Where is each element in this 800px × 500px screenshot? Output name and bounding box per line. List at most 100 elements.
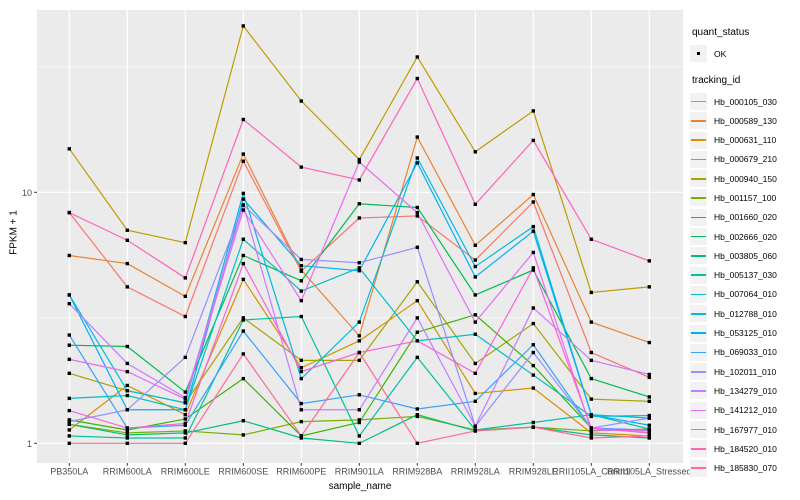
legend-key-swatch [690, 459, 707, 477]
legend-label: Hb_003805_060 [714, 250, 777, 261]
data-point [183, 429, 187, 433]
data-point [241, 433, 245, 437]
data-point [589, 358, 593, 363]
data-point [183, 314, 187, 319]
data-point [299, 279, 303, 283]
legend-label: Hb_000679_210 [714, 154, 777, 165]
data-point [531, 321, 535, 326]
data-point [241, 203, 245, 207]
data-point [415, 413, 419, 417]
data-point [647, 431, 651, 435]
legend-line-icon [691, 255, 706, 257]
data-point [299, 419, 303, 424]
legend-key-swatch [690, 266, 707, 284]
data-point [67, 434, 71, 438]
data-point [67, 293, 71, 297]
data-point [357, 157, 361, 162]
data-point [67, 396, 71, 401]
legend-item-Hb_001157_100: Hb_001157_100 [690, 189, 800, 207]
legend-line-icon [691, 332, 706, 334]
data-point [67, 441, 71, 445]
data-point [357, 216, 361, 220]
legend-line-icon [691, 370, 706, 373]
legend-key-swatch [690, 208, 707, 226]
x-tick-label: RRIM600SE [218, 467, 268, 477]
data-point [125, 426, 129, 430]
legend-label: Hb_001660_020 [714, 212, 777, 223]
data-point [415, 161, 419, 165]
data-point [183, 294, 187, 299]
data-point [415, 245, 419, 249]
legend-key-swatch [690, 189, 707, 207]
data-point [125, 238, 129, 242]
legend-label: Hb_012788_010 [714, 308, 777, 319]
data-point [299, 257, 303, 262]
legend-tracking-id: tracking_id Hb_000105_030 Hb_000589_130 Hb… [690, 75, 800, 477]
data-point [357, 334, 361, 338]
data-point [241, 261, 245, 266]
legend-line-icon [691, 100, 706, 103]
data-point [473, 361, 477, 366]
legend-label: Hb_134279_010 [714, 385, 777, 396]
data-point [67, 301, 71, 306]
legend-key-swatch [690, 421, 707, 439]
data-point [183, 408, 187, 412]
data-point [125, 261, 129, 266]
data-point [473, 424, 477, 428]
data-point [415, 210, 419, 215]
legend-line-icon [691, 216, 706, 219]
data-point [357, 434, 361, 438]
data-point [67, 428, 71, 432]
data-point [357, 358, 361, 363]
data-point [531, 363, 535, 368]
data-point [125, 361, 129, 366]
data-point [473, 332, 477, 336]
data-point [415, 339, 419, 343]
legend-label: Hb_005137_030 [714, 270, 777, 281]
legend-label: Hb_184520_010 [714, 443, 777, 454]
legend-label: Hb_102011_010 [714, 366, 777, 377]
data-point [415, 55, 419, 59]
data-point [241, 329, 245, 333]
data-point [357, 350, 361, 355]
x-tick-label: RRII105LA_Control [552, 467, 630, 477]
data-point [589, 376, 593, 381]
data-point [589, 397, 593, 401]
legend-item-Hb_000679_210: Hb_000679_210 [690, 150, 800, 168]
data-point [473, 202, 477, 206]
legend-line-icon [691, 313, 706, 315]
legend-line-icon [691, 409, 706, 412]
data-point [241, 376, 245, 381]
data-point [299, 289, 303, 293]
data-point [647, 285, 651, 289]
data-point [647, 340, 651, 345]
legend-key-swatch [690, 343, 707, 361]
data-point [183, 390, 187, 394]
legend-key-swatch [690, 285, 707, 303]
legend-label: Hb_000940_150 [714, 173, 777, 184]
legend-label: Hb_141212_010 [714, 405, 777, 416]
data-point [241, 152, 245, 156]
data-point [241, 208, 245, 212]
data-point [299, 401, 303, 406]
legend-line-icon [691, 467, 706, 470]
data-point [415, 330, 419, 334]
data-point [357, 261, 361, 265]
data-point [125, 433, 129, 437]
data-point [531, 268, 535, 272]
data-point [473, 429, 477, 433]
legend-item-Hb_134279_010: Hb_134279_010 [690, 382, 800, 400]
legend-key-swatch [690, 324, 707, 342]
data-point [415, 214, 419, 218]
data-point [473, 243, 477, 247]
data-point [589, 237, 593, 241]
legend-item-ok: OK [690, 45, 800, 62]
legend-item-Hb_102011_010: Hb_102011_010 [690, 363, 800, 381]
ok-point-icon [696, 51, 701, 56]
legend-line-icon [691, 274, 706, 277]
data-point [67, 408, 71, 413]
data-point [299, 408, 303, 412]
data-point [415, 280, 419, 284]
legend-line-icon [691, 158, 706, 161]
x-axis-title: sample_name [328, 481, 392, 492]
